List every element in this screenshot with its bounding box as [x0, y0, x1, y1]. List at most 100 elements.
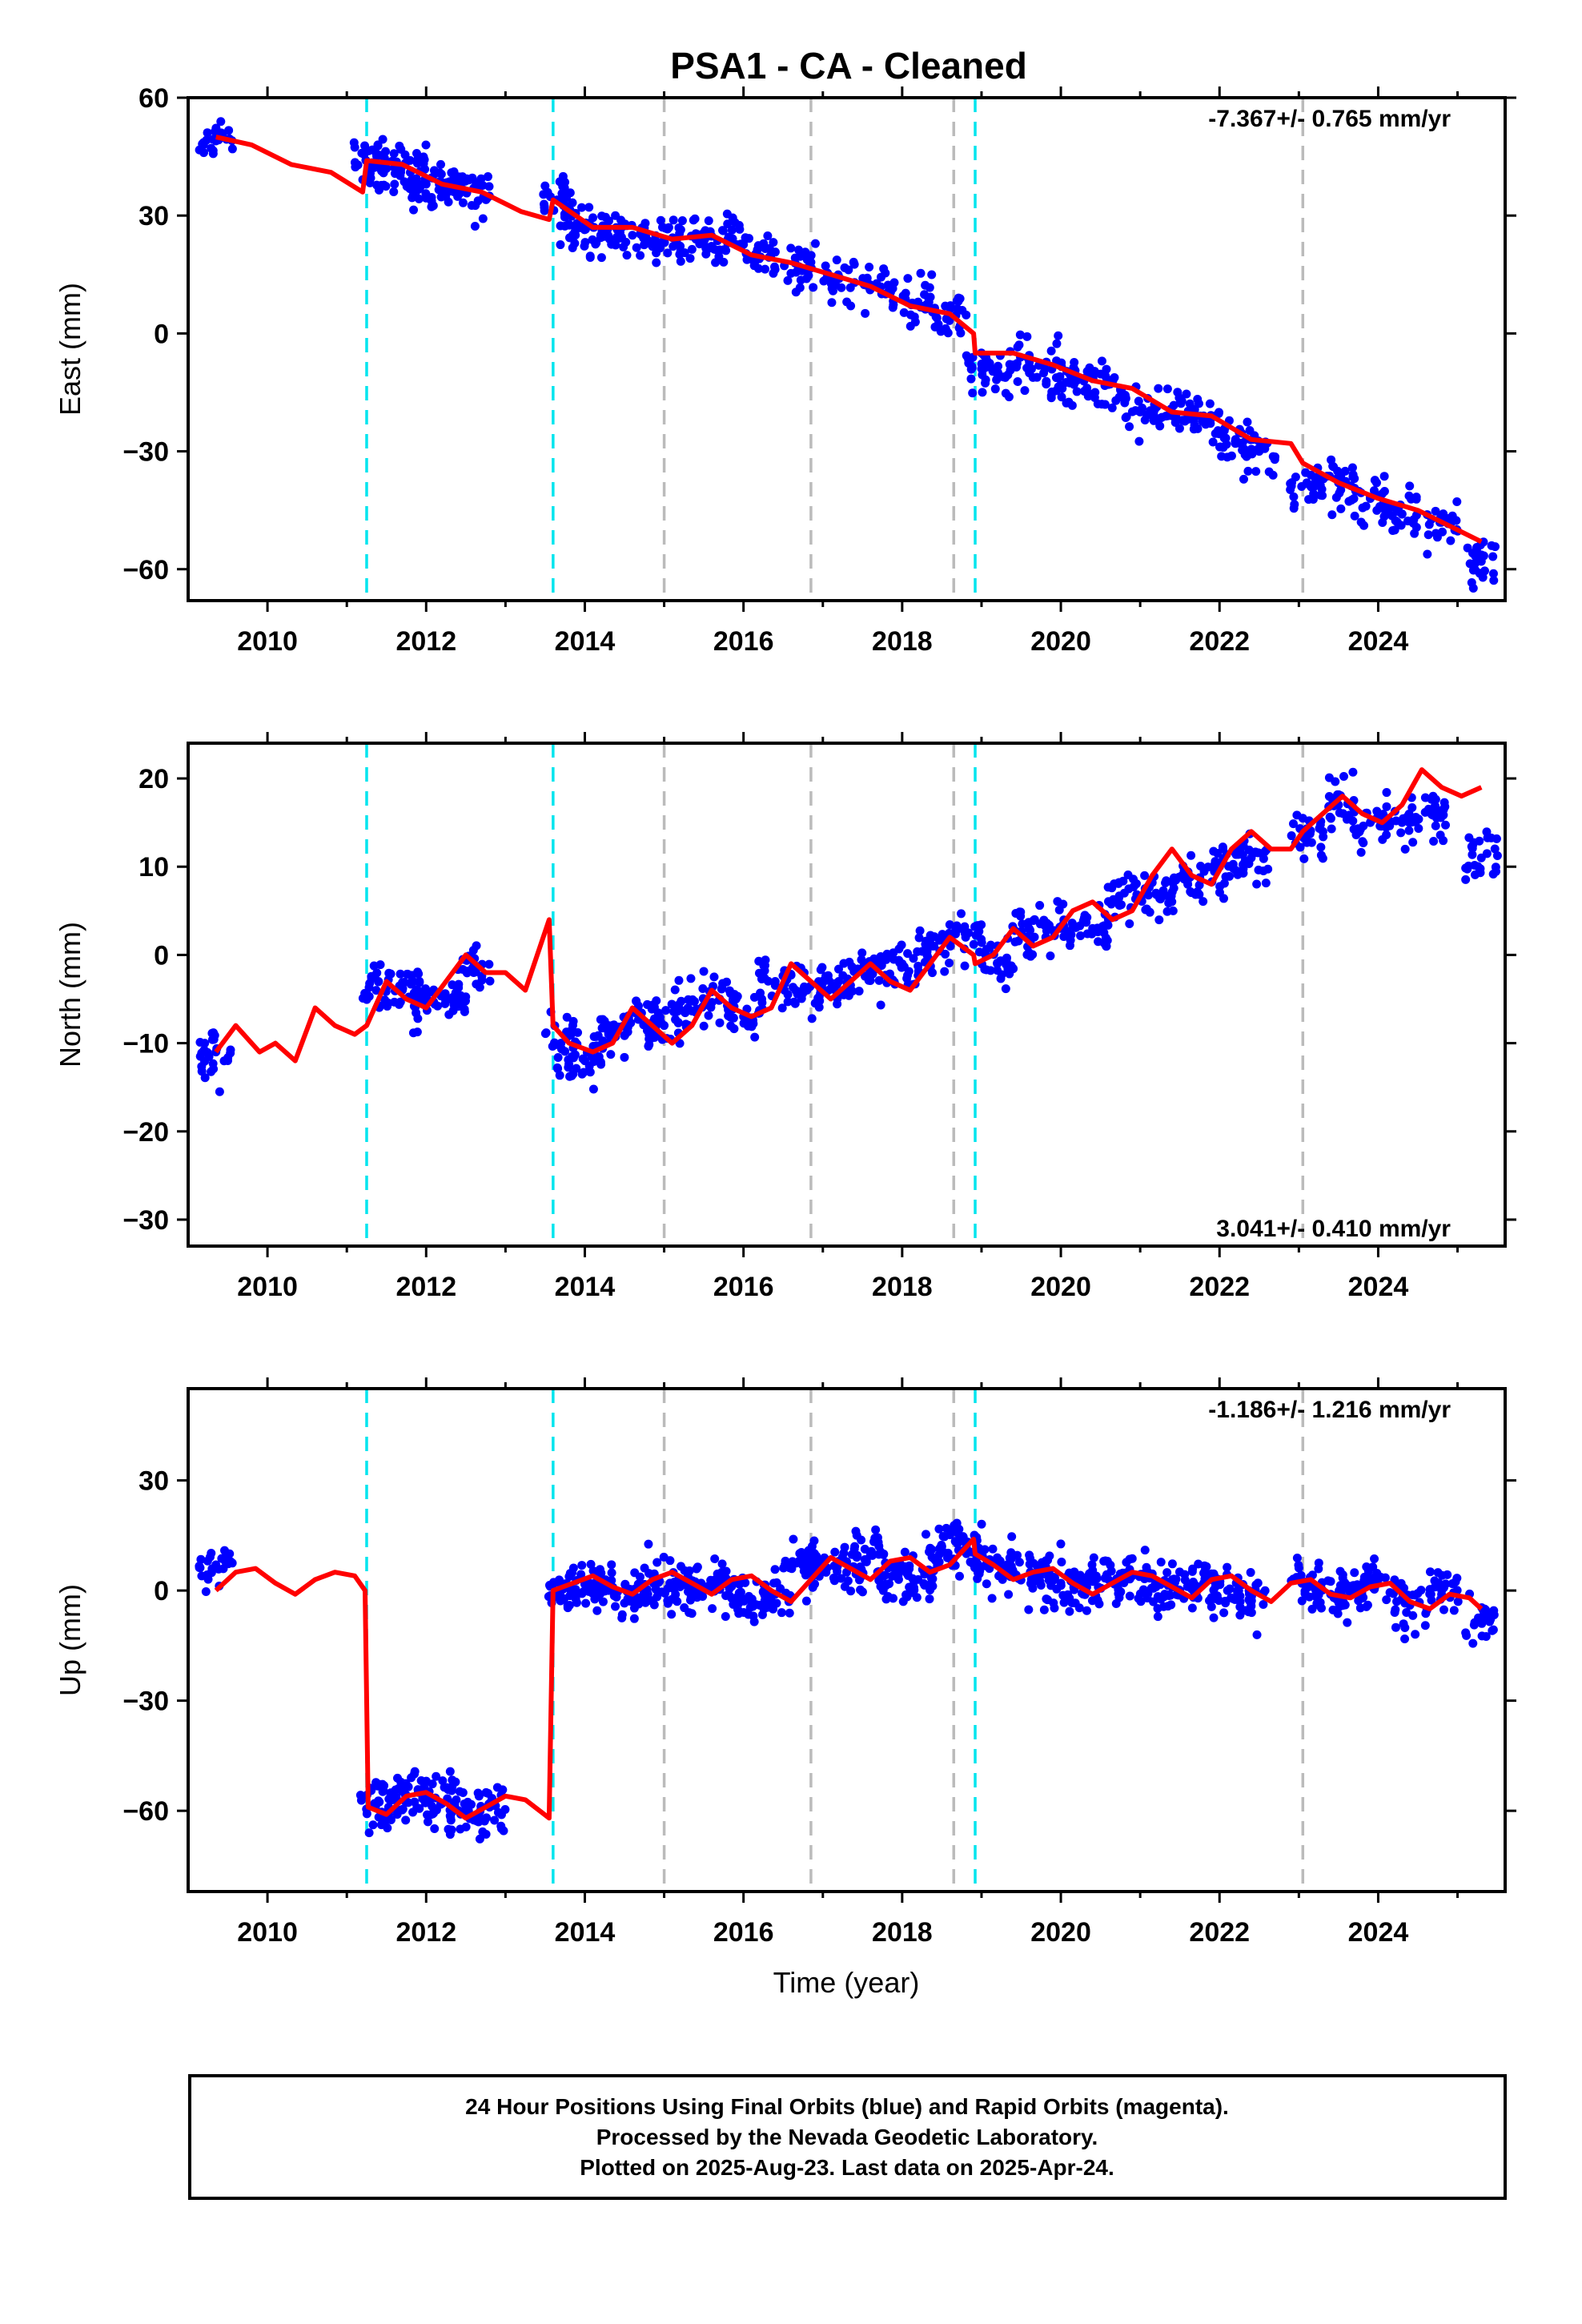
- data-point: [1403, 517, 1413, 526]
- data-point: [381, 147, 391, 156]
- data-point: [988, 1544, 998, 1554]
- data-point: [1358, 1594, 1367, 1603]
- y-tick-label: −10: [122, 1029, 169, 1059]
- x-tick-label: 2012: [396, 1917, 456, 1948]
- data-point: [598, 1597, 608, 1606]
- data-point: [1356, 847, 1366, 857]
- data-point: [1441, 820, 1451, 830]
- data-point: [595, 1565, 604, 1574]
- data-point: [356, 1795, 366, 1805]
- data-point: [1158, 886, 1168, 895]
- data-point: [1259, 1599, 1268, 1609]
- data-point: [717, 1559, 727, 1569]
- data-point: [938, 1531, 948, 1541]
- data-point: [376, 1820, 386, 1830]
- data-point: [1039, 1605, 1049, 1614]
- plot-frame: [187, 96, 1507, 602]
- data-point: [1289, 504, 1299, 513]
- data-point: [564, 233, 574, 243]
- data-point: [596, 253, 606, 263]
- data-point: [1010, 937, 1020, 947]
- data-point: [1425, 1567, 1435, 1577]
- data-point: [412, 985, 422, 995]
- data-point: [1326, 1577, 1335, 1586]
- data-point: [914, 933, 924, 943]
- data-point: [1180, 1575, 1190, 1585]
- data-point: [455, 1787, 464, 1796]
- data-point: [862, 273, 872, 283]
- data-point: [468, 173, 477, 183]
- data-point: [363, 146, 373, 155]
- axes: 30 0 −30 −60 2010 2012 2014 2016 2018 2020 2022 202…: [122, 1377, 1516, 1948]
- data-point: [791, 985, 801, 995]
- data-point: [913, 947, 922, 956]
- data-point: [1440, 802, 1450, 811]
- data-point: [368, 1820, 378, 1830]
- data-point: [735, 224, 745, 234]
- data-point: [1370, 1554, 1379, 1564]
- data-point: [1446, 536, 1456, 545]
- x-tick-label: 2024: [1348, 1917, 1409, 1948]
- data-point: [882, 949, 892, 959]
- data-point: [704, 1011, 713, 1020]
- data-point: [770, 1565, 780, 1574]
- data-point: [227, 144, 237, 154]
- data-point: [480, 1816, 489, 1826]
- data-point: [791, 287, 801, 297]
- data-point: [1379, 487, 1389, 497]
- rate-label: 3.041+/- 0.410 mm/yr: [1216, 1216, 1451, 1242]
- data-point: [1024, 918, 1034, 927]
- x-tick-label: 2014: [555, 1917, 616, 1948]
- data-point: [1413, 1589, 1423, 1598]
- data-point: [410, 1769, 420, 1779]
- x-axis-label: Time (year): [773, 1966, 920, 1999]
- data-point: [877, 272, 886, 282]
- data-layer: [195, 1518, 1499, 1844]
- data-point: [1102, 1557, 1112, 1566]
- data-point: [994, 361, 1003, 371]
- data-point: [1339, 771, 1348, 781]
- data-point: [576, 1570, 586, 1579]
- data-point: [632, 243, 641, 252]
- data-point: [1042, 376, 1051, 386]
- data-point: [698, 1592, 708, 1602]
- data-point: [577, 203, 587, 212]
- data-point: [927, 1552, 937, 1562]
- data-point: [954, 924, 964, 934]
- data-point: [1414, 824, 1423, 834]
- data-point: [409, 205, 419, 215]
- data-point: [476, 174, 486, 183]
- data-point: [1350, 511, 1359, 521]
- data-point: [556, 240, 565, 250]
- data-point: [1189, 416, 1199, 426]
- data-point: [1116, 1587, 1126, 1597]
- data-point: [686, 974, 696, 983]
- data-point: [458, 198, 468, 207]
- data-point: [1287, 831, 1296, 841]
- data-point: [1259, 854, 1268, 863]
- data-point: [915, 926, 925, 935]
- x-tick-label: 2012: [396, 626, 456, 657]
- data-point: [1094, 937, 1103, 947]
- data-point: [1090, 388, 1100, 397]
- data-point: [1156, 895, 1166, 904]
- data-point: [1475, 836, 1484, 846]
- data-point: [563, 188, 572, 198]
- data-point: [378, 1787, 387, 1796]
- data-point: [808, 1555, 817, 1565]
- data-point: [197, 1062, 207, 1072]
- data-point: [723, 219, 733, 229]
- data-point: [1318, 826, 1327, 836]
- data-point: [1198, 416, 1207, 426]
- data-point: [617, 1613, 627, 1622]
- y-tick-label: 10: [139, 852, 169, 883]
- data-point: [927, 270, 937, 279]
- data-point: [208, 1059, 218, 1068]
- data-point: [1258, 443, 1267, 452]
- offset-lines: [365, 98, 1305, 601]
- data-point: [1447, 511, 1457, 521]
- data-point: [1318, 854, 1327, 863]
- data-point: [1388, 526, 1398, 536]
- data-point: [993, 1553, 1002, 1562]
- data-point: [1474, 1613, 1484, 1622]
